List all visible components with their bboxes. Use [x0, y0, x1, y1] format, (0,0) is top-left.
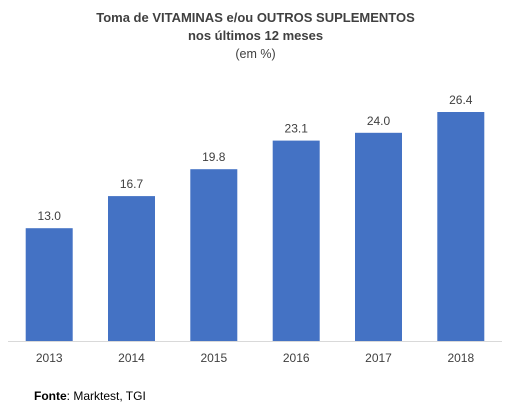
- data-label-2017: 24.0: [367, 114, 391, 128]
- source-label: Fonte: [34, 389, 67, 403]
- x-tick-label-2014: 2014: [118, 351, 145, 365]
- chart-subtitle: (em %): [235, 47, 276, 61]
- x-tick-label-2013: 2013: [36, 351, 63, 365]
- x-tick-label-2015: 2015: [200, 351, 227, 365]
- bar-2016: [272, 140, 320, 341]
- data-label-2015: 19.8: [202, 150, 226, 164]
- bar-2015: [190, 169, 238, 341]
- chart-title-line2: nos últimos 12 meses: [187, 28, 324, 43]
- x-tick-label-2016: 2016: [283, 351, 310, 365]
- data-label-2014: 16.7: [120, 177, 144, 191]
- x-tick-label-2017: 2017: [365, 351, 392, 365]
- source-note: Fonte: Marktest, TGI: [34, 389, 146, 403]
- bar-2017: [355, 132, 402, 341]
- data-label-2018: 26.4: [449, 93, 473, 107]
- bar-2013: [25, 228, 73, 341]
- bar-2014: [108, 196, 155, 341]
- source-text: : Marktest, TGI: [66, 389, 146, 403]
- x-tick-label-2018: 2018: [447, 351, 474, 365]
- data-label-2013: 13.0: [38, 209, 62, 223]
- chart-title: Toma de VITAMINAS e/ou OUTROS SUPLEMENTO…: [96, 10, 415, 25]
- data-label-2016: 23.1: [285, 122, 309, 136]
- bar-2018: [437, 112, 485, 341]
